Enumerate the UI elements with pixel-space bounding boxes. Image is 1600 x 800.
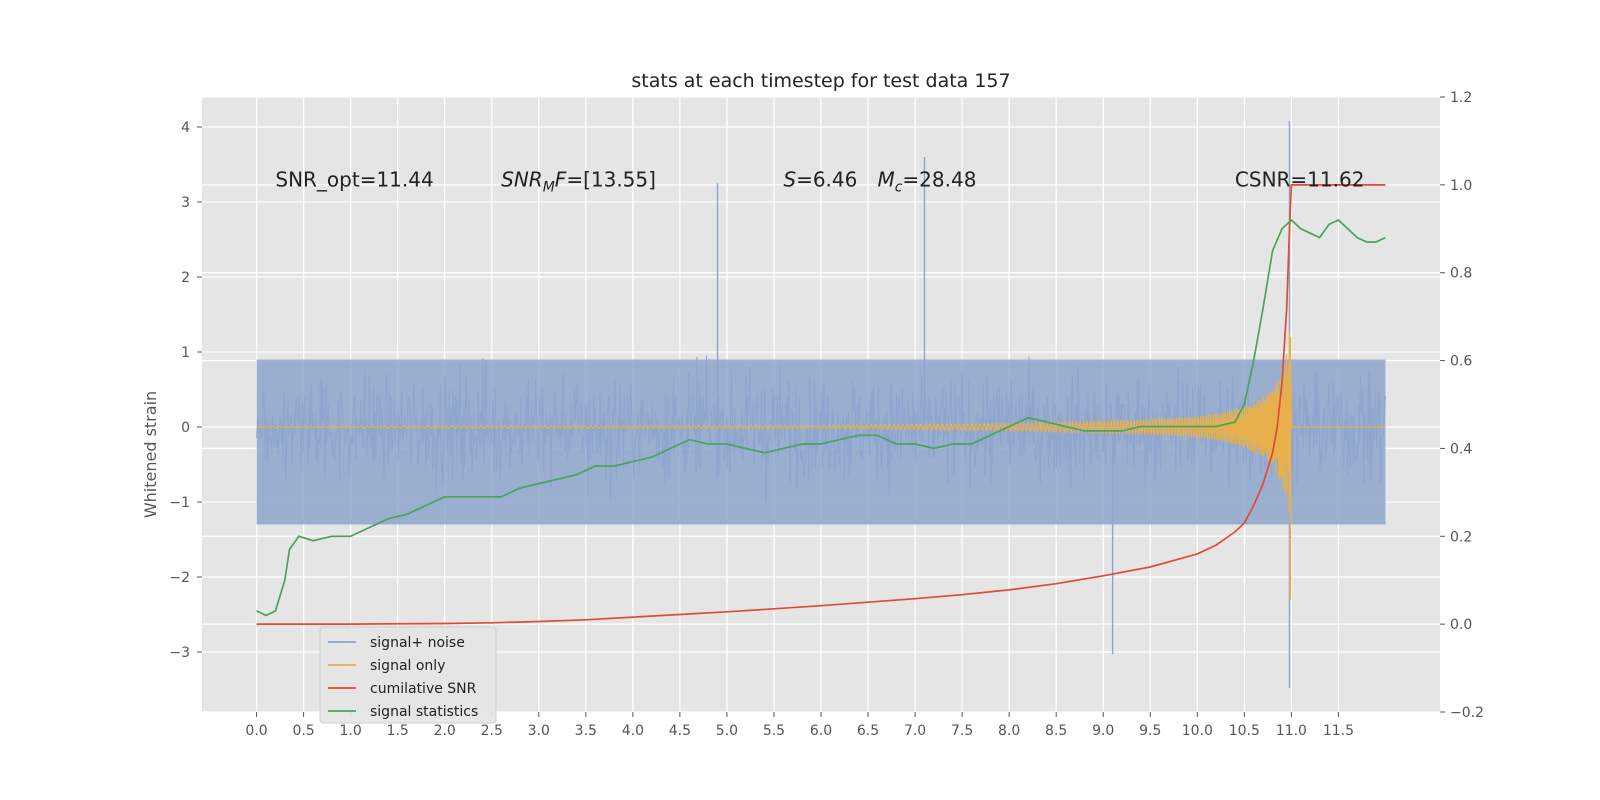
legend-label: signal statistics (370, 704, 478, 720)
y-axis-label: Whitened strain (141, 391, 160, 518)
y-tick-label: 2 (181, 270, 190, 286)
x-tick-label: 4.5 (669, 723, 691, 739)
chart-title: stats at each timestep for test data 157 (631, 70, 1010, 92)
x-tick-label: 5.0 (716, 723, 738, 739)
x-tick-label: 10.0 (1182, 723, 1213, 739)
x-tick-label: 5.5 (763, 723, 785, 739)
y-right-tick-label: 0.0 (1450, 617, 1472, 633)
y-right-tick-label: 1.0 (1450, 178, 1472, 194)
y-tick-label: −2 (169, 570, 190, 586)
legend: signal+ noise signal only cumilative SNR si… (319, 626, 497, 724)
annotation-label: Mc=28.48 (877, 168, 976, 196)
x-tick-label: 3.0 (528, 723, 550, 739)
y-tick-label: 4 (181, 120, 190, 136)
annotation-label: SNR_opt=11.44 (275, 168, 433, 192)
y-right-tick-label: 0.4 (1450, 441, 1472, 457)
x-tick-label: 1.0 (340, 723, 362, 739)
y-tick-label: −3 (169, 645, 190, 661)
annotation-label: SNRMF=[13.55] (501, 168, 656, 196)
x-tick-label: 11.5 (1323, 723, 1354, 739)
x-tick-label: 0.5 (292, 723, 314, 739)
y-tick-label: −1 (169, 495, 190, 511)
x-tick-label: 1.5 (387, 723, 409, 739)
axes: 0.0 0.5 1.0 1.5 2.0 2.5 3.0 3.5 4.0 4.5 5.0 5.5 6.0 6… (169, 90, 1484, 739)
y-right-tick-label: 0.6 (1450, 354, 1472, 370)
line-series (256, 184, 1386, 625)
x-tick-label: 7.0 (904, 723, 926, 739)
x-tick-label: 0.0 (245, 723, 267, 739)
annotation-label: S=6.46 (783, 168, 857, 192)
y-right-tick-label: 1.2 (1450, 90, 1472, 106)
x-tick-label: 9.0 (1092, 723, 1114, 739)
x-tick-label: 2.0 (434, 723, 456, 739)
x-tick-label: 8.0 (998, 723, 1020, 739)
x-tick-label: 11.0 (1276, 723, 1307, 739)
annotations: SNR_opt=11.44 SNRMF=[13.55] S=6.46 Mc=28.48… (275, 168, 1364, 196)
signal-only-line (256, 331, 1386, 513)
y-right-tick-label: −0.2 (1450, 705, 1484, 721)
x-tick-label: 3.5 (575, 723, 597, 739)
signal-only-series (256, 331, 1386, 600)
legend-label: signal only (370, 658, 445, 674)
signal-noise-band (256, 359, 1386, 525)
x-tick-label: 9.5 (1139, 723, 1161, 739)
y-right-tick-label: 0.8 (1450, 266, 1472, 282)
y-tick-label: 1 (181, 345, 190, 361)
x-tick-label: 7.5 (951, 723, 973, 739)
x-tick-label: 4.0 (622, 723, 644, 739)
legend-label: signal+ noise (370, 635, 465, 651)
x-tick-label: 6.5 (857, 723, 879, 739)
x-tick-label: 2.5 (481, 723, 503, 739)
y-right-tick-label: 0.2 (1450, 529, 1472, 545)
y-tick-label: 0 (181, 420, 190, 436)
legend-label: cumilative SNR (370, 681, 477, 697)
annotation-label: CSNR=11.62 (1235, 168, 1365, 192)
signal-statistics-line (256, 218, 1386, 617)
y-tick-label: 3 (181, 195, 190, 211)
x-tick-label: 10.5 (1229, 723, 1260, 739)
cumulative-snr-line (256, 184, 1386, 625)
x-tick-label: 8.5 (1045, 723, 1067, 739)
legend-box (319, 626, 497, 724)
x-tick-label: 6.0 (810, 723, 832, 739)
